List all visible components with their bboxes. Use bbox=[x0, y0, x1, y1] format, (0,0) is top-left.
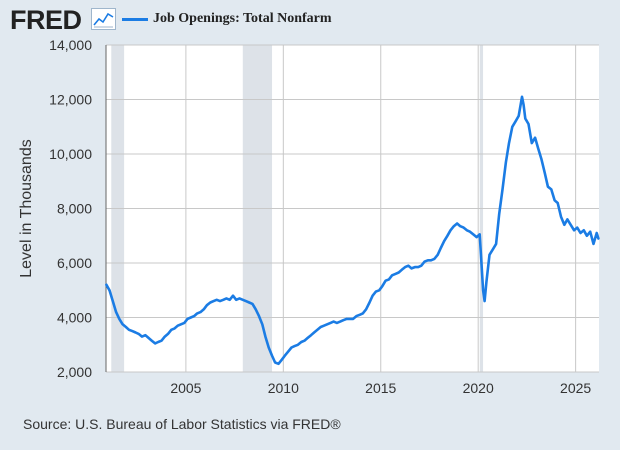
fred-logo[interactable]: FRED bbox=[10, 5, 82, 35]
y-axis-label: Level in Thousands bbox=[18, 139, 35, 277]
y-tick-label: 8,000 bbox=[57, 201, 92, 217]
legend-series-label: Job Openings: Total Nonfarm bbox=[153, 11, 332, 26]
legend-swatch bbox=[122, 18, 148, 21]
y-tick-label: 4,000 bbox=[57, 310, 92, 326]
x-tick-label: 2005 bbox=[170, 380, 201, 396]
y-tick-label: 6,000 bbox=[57, 255, 92, 271]
y-tick-label: 14,000 bbox=[49, 37, 92, 53]
y-tick-label: 12,000 bbox=[49, 92, 92, 108]
source-note: Source: U.S. Bureau of Labor Statistics … bbox=[23, 416, 341, 432]
trend-line-icon bbox=[91, 8, 116, 30]
x-tick-label: 2010 bbox=[268, 380, 299, 396]
x-tick-label: 2015 bbox=[365, 380, 396, 396]
x-tick-label: 2025 bbox=[560, 380, 591, 396]
series-line bbox=[105, 95, 600, 366]
x-tick-label: 2020 bbox=[463, 380, 494, 396]
y-tick-label: 2,000 bbox=[57, 364, 92, 380]
chart-header: FRED Job Openings: Total Nonfarm bbox=[0, 0, 620, 40]
line-chart: 2,000 4,000 6,000 8,000 10,000 12,000 14,000 20… bbox=[18, 37, 600, 396]
y-tick-label: 10,000 bbox=[49, 146, 92, 162]
